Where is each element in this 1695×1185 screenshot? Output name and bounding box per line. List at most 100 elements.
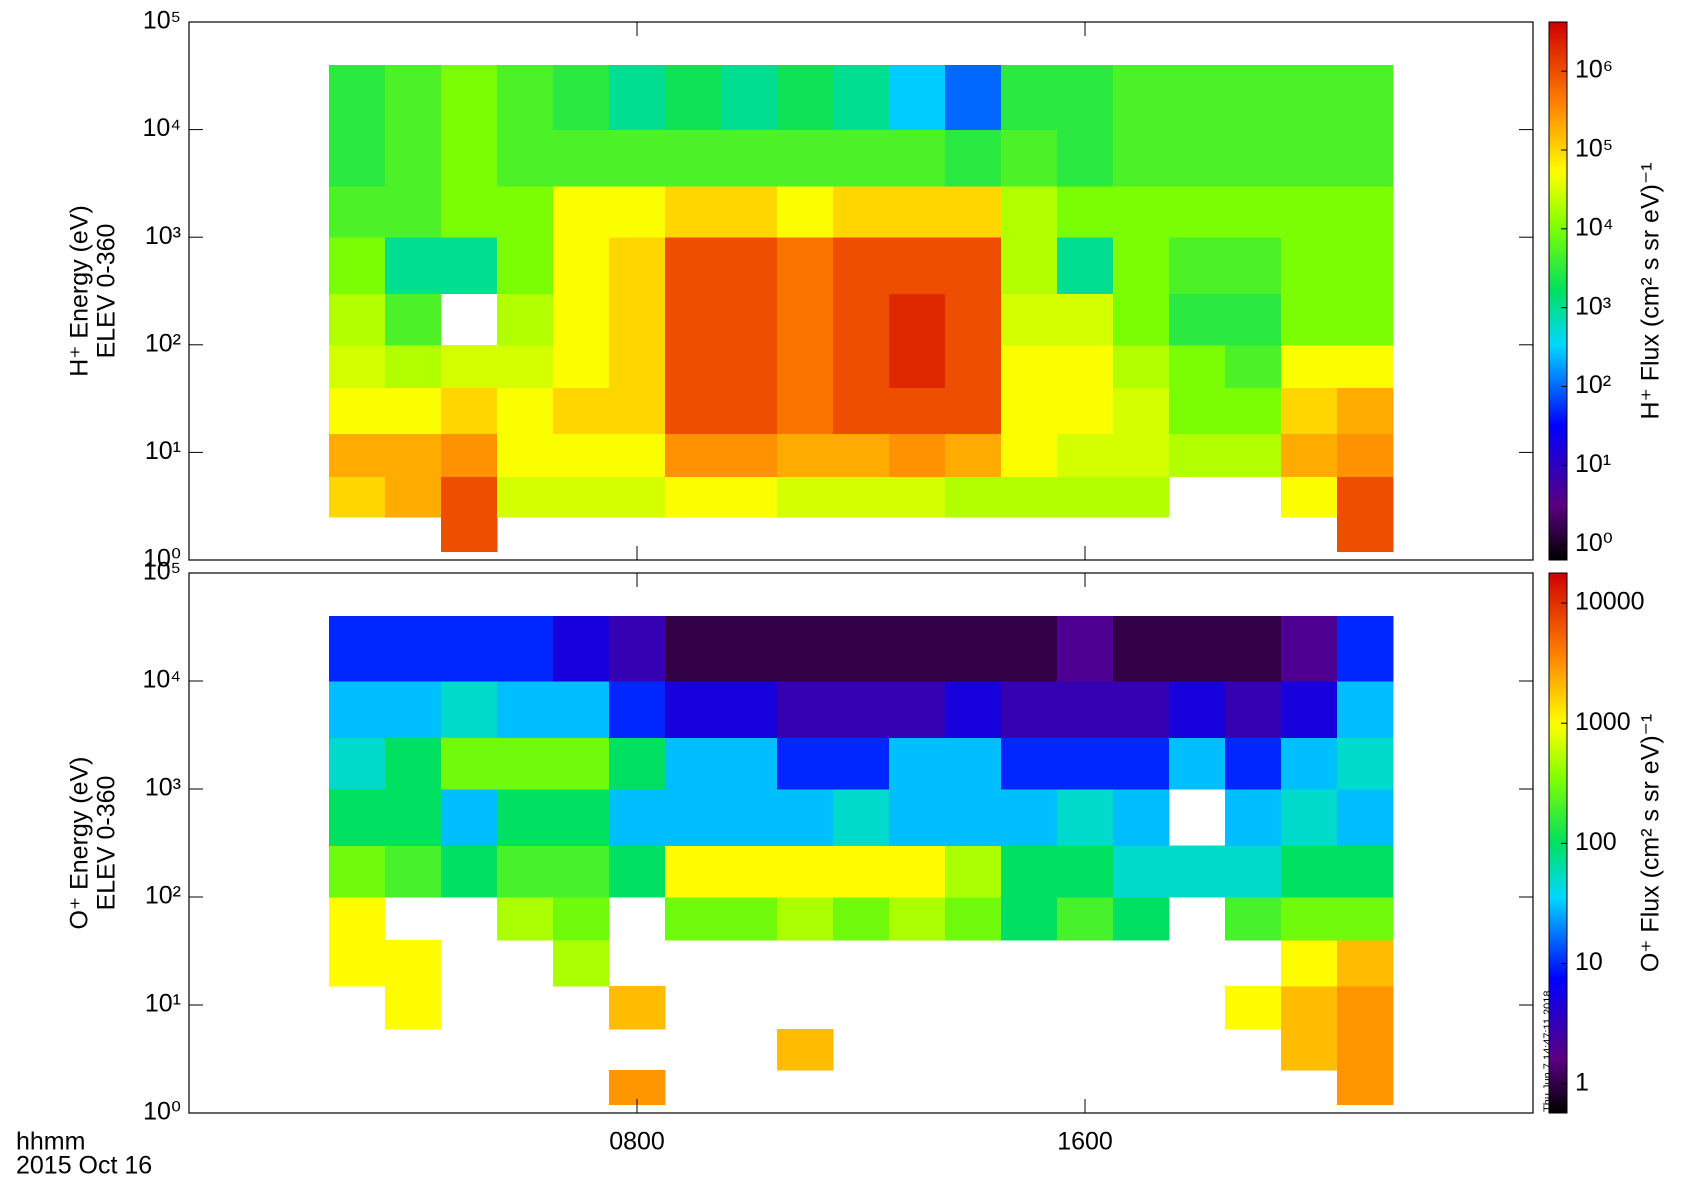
spectrogram-cell xyxy=(721,845,778,898)
y-tick-label: 10⁵ xyxy=(143,558,181,586)
spectrogram-cell xyxy=(497,344,554,389)
y-axis-label: O⁺ Energy (eV) xyxy=(66,757,94,930)
spectrogram-cell xyxy=(1057,737,1114,790)
spectrogram-cell xyxy=(553,845,610,898)
colorbar-tick-label: 10² xyxy=(1575,371,1611,399)
spectrogram-cell xyxy=(721,737,778,790)
spectrogram-cell xyxy=(777,476,834,518)
spectrogram-cell xyxy=(1337,939,1394,987)
spectrogram-cell xyxy=(889,897,946,941)
spectrogram-cell xyxy=(1225,185,1282,238)
colorbar-tick-label: 1 xyxy=(1575,1068,1589,1096)
spectrogram-cell xyxy=(833,129,890,187)
spectrogram-cell xyxy=(1337,387,1394,434)
spectrogram-cell xyxy=(441,845,498,898)
spectrogram-cell xyxy=(497,845,554,898)
spectrogram-cell xyxy=(1337,237,1394,294)
spectrogram-cell xyxy=(721,185,778,238)
colorbar-tick-label: 10³ xyxy=(1575,292,1611,320)
spectrogram-cell xyxy=(1169,185,1226,238)
spectrogram-cell xyxy=(1337,789,1394,846)
spectrogram-cell xyxy=(497,387,554,434)
spectrogram-cell xyxy=(609,293,666,346)
spectrogram-cell xyxy=(1001,845,1058,898)
y-axis-label: H⁺ Energy (eV) xyxy=(66,205,94,377)
spectrogram-cell xyxy=(385,615,442,682)
y-axis-label: ELEV 0-360 xyxy=(93,224,121,359)
spectrogram-cell xyxy=(385,293,442,346)
spectrogram-cell xyxy=(889,433,946,477)
spectrogram-cell xyxy=(1169,681,1226,738)
spectrogram-cell xyxy=(1337,185,1394,238)
spectrogram-cell xyxy=(721,237,778,294)
spectrogram-cell xyxy=(609,681,666,738)
spectrogram-cell xyxy=(945,681,1002,738)
spectrogram-cell xyxy=(1113,897,1170,941)
spectrogram-cell xyxy=(1281,681,1338,738)
spectrogram-cell xyxy=(1001,387,1058,434)
spectrogram-cell xyxy=(1169,615,1226,682)
spectrogram-cell xyxy=(1113,737,1170,790)
spectrogram-cell xyxy=(777,1028,834,1071)
spectrogram-cell xyxy=(665,387,722,434)
spectrogram-cell xyxy=(329,387,386,434)
colorbar-tick-label: 10⁶ xyxy=(1575,56,1613,84)
spectrogram-cell xyxy=(1225,387,1282,434)
spectrogram-cell xyxy=(889,293,946,346)
spectrogram-cell xyxy=(1113,293,1170,346)
spectrogram-cell xyxy=(1057,64,1114,131)
colorbar-label: O⁺ Flux (cm² s sr eV)⁻¹ xyxy=(1637,714,1665,972)
spectrogram-cell xyxy=(1169,845,1226,898)
spectrogram-cell xyxy=(777,681,834,738)
spectrogram-cell xyxy=(833,845,890,898)
spectrogram-cell xyxy=(1113,789,1170,846)
spectrogram-cell xyxy=(889,185,946,238)
spectrogram-cell xyxy=(721,897,778,941)
colorbar-tick-label: 10⁴ xyxy=(1575,213,1614,241)
y-tick-label: 10⁴ xyxy=(142,114,181,142)
spectrogram-cell xyxy=(1169,387,1226,434)
spectrogram-cell xyxy=(721,129,778,187)
y-tick-label: 10⁰ xyxy=(143,1098,181,1126)
spectrogram-cell xyxy=(1281,476,1338,518)
spectrogram-cell xyxy=(833,476,890,518)
spectrogram-cell xyxy=(889,344,946,389)
y-tick-label: 10³ xyxy=(145,774,181,802)
spectrogram-cell xyxy=(889,64,946,131)
spectrogram-cell xyxy=(1337,681,1394,738)
colorbar-tick-label: 10000 xyxy=(1575,588,1645,616)
spectrogram-cell xyxy=(329,237,386,294)
spectrogram-cell xyxy=(945,433,1002,477)
spectrogram-cell xyxy=(441,789,498,846)
spectrogram-cell xyxy=(1337,615,1394,682)
spectrogram-cell xyxy=(665,433,722,477)
spectrogram-cell xyxy=(441,185,498,238)
spectrogram-cell xyxy=(665,185,722,238)
spectrogram-cell xyxy=(945,293,1002,346)
spectrogram-cell xyxy=(441,517,498,552)
spectrogram-cell xyxy=(833,387,890,434)
spectrogram-cell xyxy=(777,64,834,131)
spectrogram-cell xyxy=(553,185,610,238)
spectrogram-cell xyxy=(777,344,834,389)
spectrogram-cell xyxy=(1001,737,1058,790)
spectrogram-cell xyxy=(833,789,890,846)
spectrogram-cell xyxy=(777,433,834,477)
y-tick-label: 10⁵ xyxy=(143,7,181,35)
spectrogram-cell xyxy=(329,789,386,846)
spectrogram-cell xyxy=(441,387,498,434)
spectrogram-cell xyxy=(945,64,1002,131)
spectrogram-cell xyxy=(553,64,610,131)
spectrogram-cell xyxy=(609,476,666,518)
spectrogram-cell xyxy=(665,789,722,846)
spectrogram-cell xyxy=(945,129,1002,187)
spectrogram-cell xyxy=(553,293,610,346)
spectrogram-cell xyxy=(441,433,498,477)
spectrogram-cell xyxy=(889,681,946,738)
spectrogram-cell xyxy=(833,433,890,477)
spectrogram-cell xyxy=(609,845,666,898)
spectrogram-cell xyxy=(1169,433,1226,477)
spectrogram-cell xyxy=(1225,237,1282,294)
spectrogram-cell xyxy=(385,476,442,518)
spectrogram-cell xyxy=(889,615,946,682)
